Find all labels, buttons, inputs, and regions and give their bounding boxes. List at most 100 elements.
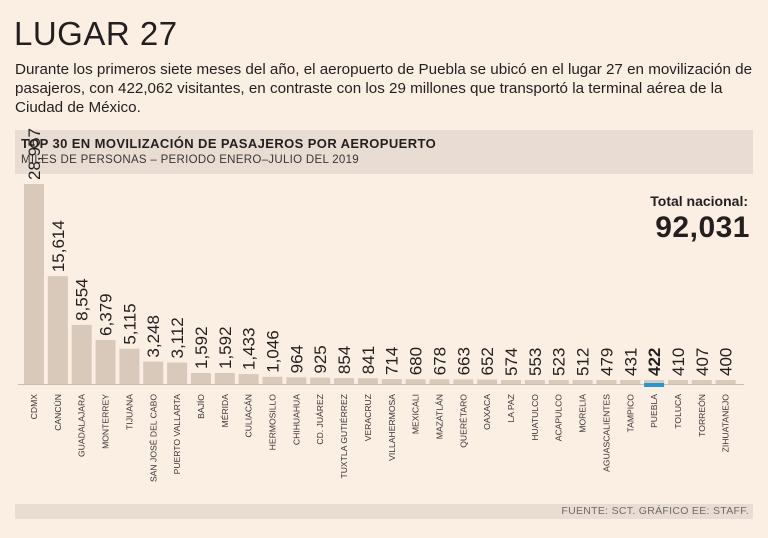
bar-4	[119, 348, 140, 384]
value-label-14: 841	[359, 346, 378, 374]
bar-chart: 28,957 15,614 8,554 6,379 5,115 3,248 3,112 1,5…	[18, 128, 744, 482]
bar-8	[214, 373, 235, 384]
chart-header: TOP 30 EN MOVILIZACIÓN DE PASAJEROS POR …	[15, 130, 753, 174]
category-label-16: MEXICALI	[411, 394, 421, 434]
category-label-19: OAXACA	[482, 394, 492, 430]
intro-paragraph: Durante los primeros siete meses del año…	[15, 61, 753, 116]
category-labels: CDMX CANCÚN GUADALAJARA MONTERREY TIJUANA SAN…	[29, 394, 731, 482]
value-label-19: 652	[478, 347, 497, 375]
category-label-25: TAMPICO	[625, 394, 635, 433]
bar-21	[524, 380, 545, 384]
category-label-29: ZIHUATANEJO	[721, 394, 731, 453]
bar-1	[47, 276, 68, 384]
highlight-marker	[644, 383, 665, 387]
bar-27	[667, 380, 688, 384]
value-label-21: 553	[526, 348, 545, 376]
headline: LUGAR 27	[14, 15, 178, 52]
value-label-5: 3,248	[144, 315, 163, 358]
value-label-4: 5,115	[120, 303, 139, 344]
bar-3	[95, 339, 116, 384]
value-label-6: 3,112	[168, 317, 187, 358]
bar-11	[286, 377, 307, 384]
value-label-29: 400	[717, 348, 736, 376]
category-label-1: CANCÚN	[53, 394, 63, 431]
category-label-27: TOLUCA	[673, 394, 683, 429]
value-label-8: 1,592	[216, 326, 235, 369]
value-label-27: 410	[669, 348, 688, 376]
bar-0	[24, 184, 44, 384]
value-label-1: 15,614	[49, 220, 68, 272]
category-label-28: TORREÓN	[697, 394, 707, 437]
bar-23	[572, 380, 593, 384]
category-label-6: PUERTO VALLARTA	[172, 394, 182, 475]
bar-9	[238, 374, 259, 384]
category-label-23: MORELIA	[578, 394, 588, 433]
bar-25	[620, 380, 641, 384]
category-label-0: CDMX	[29, 394, 39, 420]
value-label-10: 1,046	[264, 330, 283, 373]
bar-29	[715, 380, 736, 384]
value-label-11: 964	[287, 345, 306, 373]
value-labels: 28,957 15,614 8,554 6,379 5,115 3,248 3,112 1,5…	[25, 128, 736, 376]
value-label-16: 680	[407, 347, 426, 375]
source-bar: FUENTE: SCT. GRÁFICO EE: STAFF.	[15, 504, 753, 519]
category-label-26: PUEBLA	[649, 394, 659, 428]
bar-17	[429, 379, 450, 384]
value-label-20: 574	[502, 348, 521, 376]
category-label-5: SAN JOSÉ DEL CABO	[148, 394, 158, 482]
value-label-28: 407	[693, 348, 712, 376]
bar-15	[381, 379, 402, 384]
category-label-22: ACAPULCO	[554, 394, 564, 442]
bar-13	[334, 378, 355, 384]
value-label-13: 854	[335, 346, 354, 374]
category-label-13: TUXTLA GUTIÉRREZ	[339, 394, 349, 479]
category-label-12: CD. JUÁREZ	[315, 394, 325, 445]
value-label-7: 1,592	[192, 326, 211, 369]
category-label-17: MAZATLÁN	[434, 394, 444, 439]
category-label-24: AGUASCALIENTES	[601, 394, 611, 472]
bar-28	[691, 380, 712, 384]
bar-24	[596, 380, 617, 384]
bar-26	[644, 380, 665, 384]
chart-title: TOP 30 EN MOVILIZACIÓN DE PASAJEROS POR …	[21, 136, 437, 151]
value-label-12: 925	[311, 345, 330, 373]
chart-subtitle: MILES DE PERSONAS – PERIODO ENERO–JULIO …	[21, 154, 359, 166]
value-label-17: 678	[430, 347, 449, 375]
total-label: Total nacional:	[650, 193, 748, 209]
category-label-18: QUERÉTARO	[458, 394, 468, 448]
value-label-24: 479	[597, 348, 616, 376]
source-credit: FUENTE: SCT. GRÁFICO EE: STAFF.	[561, 505, 749, 517]
category-label-10: HERMOSILLO	[268, 394, 278, 451]
bar-14	[357, 378, 378, 384]
value-label-2: 8,554	[73, 278, 92, 321]
value-label-9: 1,433	[240, 328, 259, 371]
value-label-25: 431	[621, 348, 640, 376]
value-label-22: 523	[550, 348, 569, 376]
bar-18	[453, 379, 474, 384]
category-label-3: MONTERREY	[101, 394, 111, 449]
category-label-9: CULIACÁN	[244, 394, 254, 437]
category-label-11: CHIHUAHUA	[291, 394, 301, 445]
value-label-0: 28,957	[25, 128, 44, 180]
category-label-4: TIJUANA	[124, 394, 134, 430]
bar-10	[262, 376, 283, 384]
category-label-8: MÉRIDA	[220, 394, 230, 428]
value-label-3: 6,379	[97, 293, 116, 336]
category-label-7: BAJÍO	[196, 394, 206, 419]
category-label-20: LA PAZ	[506, 394, 516, 423]
bar-5	[143, 361, 164, 384]
value-label-23: 512	[574, 348, 593, 376]
bar-7	[190, 373, 211, 384]
bars-layer	[24, 184, 736, 387]
category-label-21: HUATULCO	[530, 394, 540, 441]
bar-12	[310, 377, 331, 384]
category-label-2: GUADALAJARA	[77, 394, 87, 457]
value-label-15: 714	[383, 347, 402, 375]
value-label-18: 663	[454, 347, 473, 375]
total-value: 92,031	[655, 211, 750, 244]
bar-16	[405, 379, 426, 384]
bar-6	[167, 362, 188, 384]
bar-19	[477, 379, 498, 384]
category-label-14: VERACRUZ	[363, 394, 373, 441]
value-label-26: 422	[645, 348, 664, 376]
